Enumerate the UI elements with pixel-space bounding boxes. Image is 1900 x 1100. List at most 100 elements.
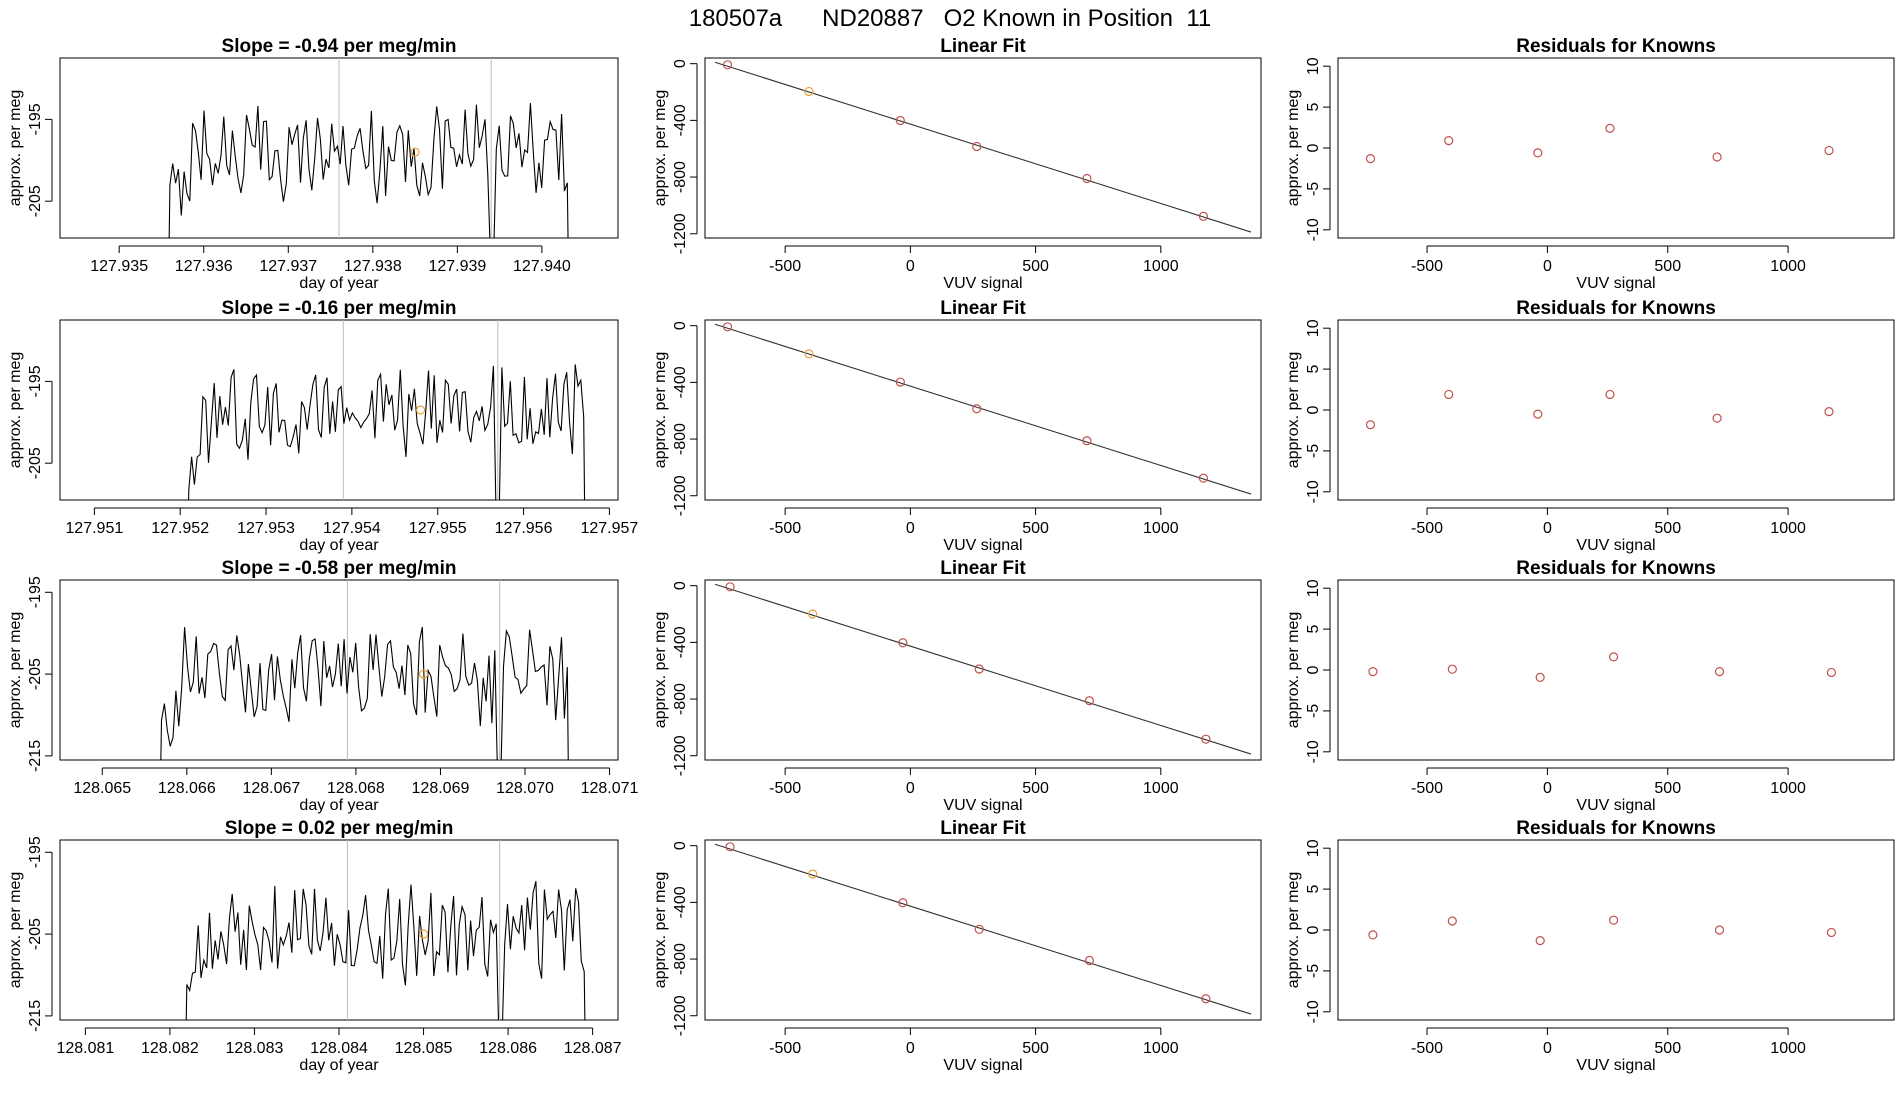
x-tick-label: 127.936: [175, 258, 233, 275]
y-tick-label: 5: [1305, 885, 1322, 894]
y-tick-label: -10: [1305, 218, 1322, 241]
data-point: [725, 842, 735, 852]
y-axis-label: approx. per meg: [7, 872, 24, 989]
y-axis-label: approx. per meg: [7, 352, 24, 469]
y-axis-label: approx. per meg: [1285, 612, 1302, 729]
x-tick-label: 128.069: [412, 780, 470, 797]
x-tick-label: 128.087: [564, 1040, 622, 1057]
trace-line: [168, 103, 569, 238]
panels: Slope = -0.94 per meg/min 127.935 127.936 1…: [7, 36, 1895, 1074]
y-tick-label: 0: [1305, 143, 1322, 152]
panel-timeseries-row-3: Slope = -0.58 per meg/min 128.065 128.066 1…: [7, 558, 639, 814]
data-point: [1365, 154, 1376, 164]
data-point: [972, 404, 982, 414]
plot-frame: [59, 579, 619, 761]
y-tick-label: -800: [672, 683, 689, 715]
x-tick-label: 127.940: [513, 258, 571, 275]
x-tick-label: 128.065: [73, 780, 131, 797]
y-tick-label: -1200: [672, 475, 689, 516]
x-tick-label: 127.937: [259, 258, 317, 275]
data-point: [1824, 407, 1834, 417]
data-point: [1082, 173, 1092, 184]
data-point: [1608, 652, 1619, 662]
y-axis-label: approx. per meg: [1285, 352, 1302, 469]
x-axis-label: VUV signal: [943, 797, 1022, 814]
data-point: [1608, 915, 1619, 925]
y-tick-label: -5: [1305, 444, 1322, 458]
trace-line: [160, 626, 569, 760]
x-axis-label: VUV signal: [943, 537, 1022, 554]
y-tick-label: -205: [27, 658, 44, 690]
x-tick-label: 128.085: [395, 1040, 453, 1057]
highlight-point: [415, 405, 426, 415]
data-point: [1444, 136, 1454, 146]
y-tick-label: -400: [672, 366, 689, 398]
y-tick-label: -195: [27, 103, 44, 135]
plot-frame: [1337, 839, 1895, 1021]
data-point: [898, 638, 908, 648]
data-point: [1712, 413, 1722, 423]
x-axis-label: day of year: [299, 537, 379, 554]
x-tick-label: 1000: [1143, 258, 1179, 275]
x-tick-label: 128.086: [479, 1040, 537, 1057]
panel-title: Linear Fit: [940, 298, 1026, 319]
x-tick-label: -500: [1411, 520, 1443, 537]
y-tick-label: -400: [672, 626, 689, 658]
panel-timeseries-row-2: Slope = -0.16 per meg/min 127.951 127.952 1…: [7, 298, 638, 554]
panel-title: Residuals for Knowns: [1516, 818, 1716, 839]
data-point: [722, 60, 733, 70]
x-tick-label: 1000: [1770, 258, 1806, 275]
y-tick-label: -800: [672, 161, 689, 193]
plot-frame: [1337, 57, 1895, 239]
fit-line: [714, 61, 1252, 233]
data-point: [1368, 930, 1378, 940]
x-axis-label: VUV signal: [1576, 1057, 1655, 1074]
x-axis-label: VUV signal: [943, 1057, 1022, 1074]
panel-title: Residuals for Knowns: [1516, 298, 1716, 319]
panel-title: Linear Fit: [940, 36, 1026, 57]
y-tick-label: -1200: [672, 213, 689, 254]
data-point: [1605, 123, 1615, 133]
plot-frame: [704, 579, 1262, 761]
x-tick-label: 1000: [1770, 780, 1806, 797]
x-tick-label: 0: [906, 780, 915, 797]
panel-title: Linear Fit: [940, 558, 1026, 579]
data-point: [1447, 664, 1457, 674]
x-tick-label: 127.939: [428, 258, 486, 275]
data-point: [1535, 936, 1545, 946]
highlight-point: [804, 86, 814, 97]
x-tick-label: 1000: [1770, 1040, 1806, 1057]
x-tick-label: 127.956: [495, 520, 553, 537]
y-tick-label: -215: [27, 1000, 44, 1032]
y-tick-label: -400: [672, 104, 689, 136]
data-point: [1201, 734, 1211, 744]
y-tick-label: 5: [1305, 625, 1322, 634]
y-tick-label: 0: [672, 59, 689, 68]
plot-frame: [1337, 319, 1895, 501]
x-tick-label: 0: [906, 258, 915, 275]
y-tick-label: -5: [1305, 704, 1322, 718]
x-tick-label: 1000: [1143, 780, 1179, 797]
x-tick-label: -500: [769, 520, 801, 537]
y-tick-label: -10: [1305, 740, 1322, 763]
x-tick-label: 128.083: [226, 1040, 284, 1057]
figure-title: 180507a ND20887 O2 Known in Position 11: [689, 5, 1212, 32]
y-tick-label: 5: [1305, 365, 1322, 374]
x-tick-label: 500: [1654, 258, 1681, 275]
panel-timeseries-row-1: Slope = -0.94 per meg/min 127.935 127.936 1…: [7, 36, 619, 292]
y-axis-label: approx. per meg: [1285, 90, 1302, 207]
data-point: [1826, 667, 1837, 678]
data-point: [1365, 420, 1376, 430]
x-tick-label: 0: [1543, 520, 1552, 537]
y-tick-label: -195: [27, 576, 44, 608]
highlight-point: [804, 349, 814, 359]
data-point: [1444, 389, 1454, 400]
data-point: [972, 141, 982, 152]
y-tick-label: 0: [1305, 405, 1322, 414]
panel-title: Slope = -0.94 per meg/min: [222, 36, 457, 57]
trace-line: [185, 881, 586, 1020]
y-tick-label: -400: [672, 886, 689, 918]
x-tick-label: 127.957: [580, 520, 638, 537]
plot-frame: [704, 319, 1262, 501]
